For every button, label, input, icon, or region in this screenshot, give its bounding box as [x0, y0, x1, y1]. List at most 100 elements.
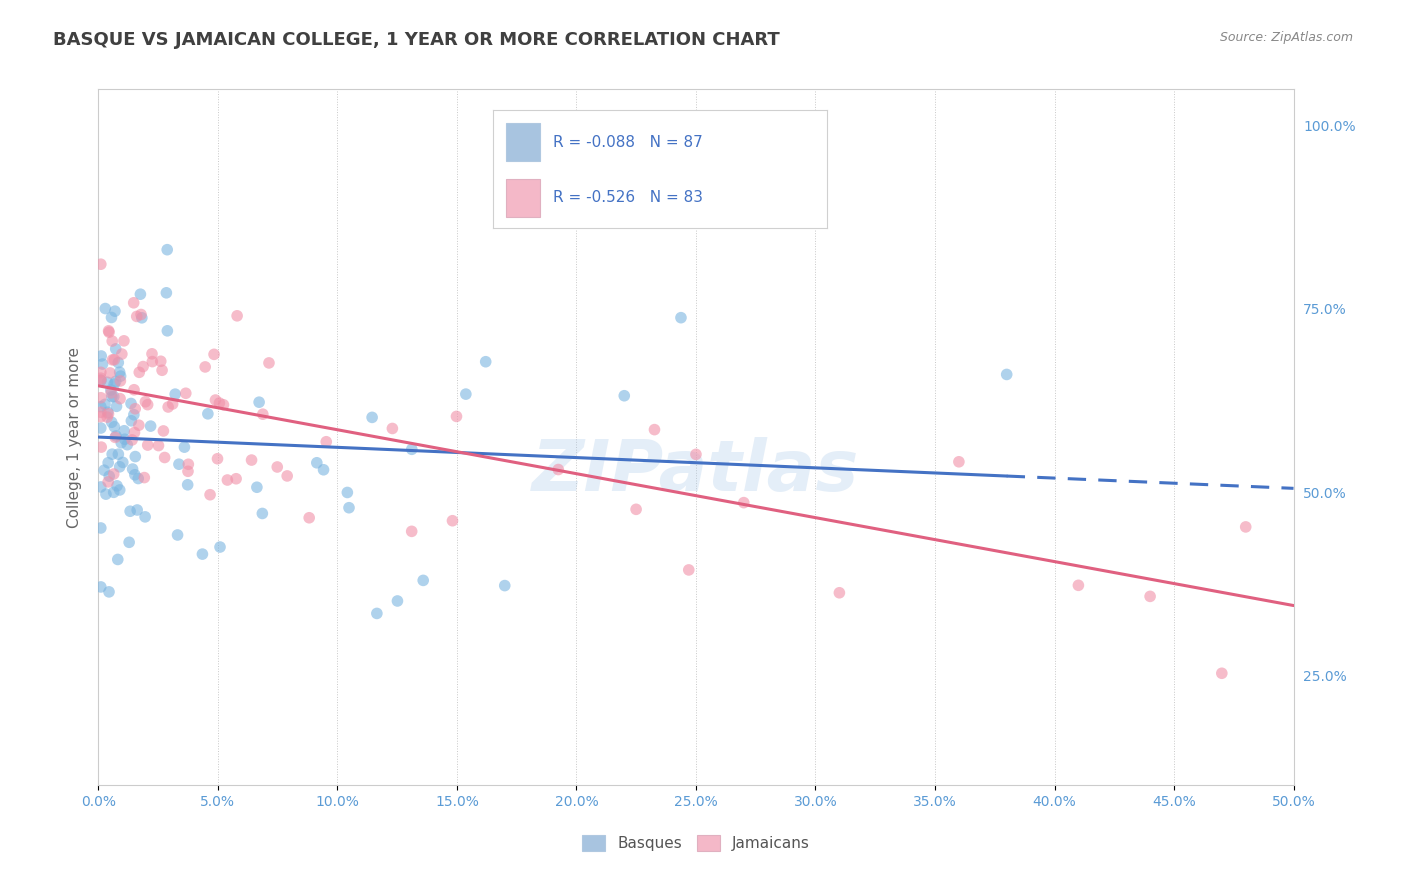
Point	[120, 396, 142, 410]
Point	[104, 430, 127, 444]
Point	[226, 309, 249, 323]
Point	[149, 354, 172, 368]
Point	[120, 414, 142, 428]
Point	[101, 352, 124, 367]
Point	[90, 371, 112, 385]
Point	[124, 450, 146, 464]
Point	[828, 586, 851, 600]
Point	[305, 456, 328, 470]
Point	[207, 451, 229, 466]
Point	[128, 418, 150, 433]
Point	[94, 397, 117, 411]
Point	[125, 310, 148, 324]
Point	[98, 585, 121, 599]
Point	[225, 472, 247, 486]
Point	[90, 365, 112, 379]
Point	[366, 607, 388, 621]
Point	[90, 521, 112, 535]
Point	[105, 479, 128, 493]
Point	[474, 355, 496, 369]
Point	[110, 369, 132, 384]
Point	[98, 325, 121, 339]
Point	[678, 563, 700, 577]
Point	[128, 365, 150, 379]
Point	[93, 463, 115, 477]
Point	[733, 495, 755, 509]
Point	[107, 447, 129, 461]
Point	[441, 514, 464, 528]
Point	[1211, 666, 1233, 681]
Point	[103, 390, 125, 404]
Point	[121, 462, 143, 476]
Point	[176, 477, 198, 491]
Point	[118, 535, 141, 549]
Point	[257, 356, 280, 370]
Point	[120, 504, 142, 518]
Point	[97, 456, 120, 470]
Point	[100, 310, 122, 325]
Point	[252, 507, 274, 521]
Point	[266, 460, 288, 475]
Point	[217, 473, 239, 487]
Point	[111, 347, 134, 361]
Point	[101, 390, 124, 404]
Point	[90, 391, 112, 405]
Point	[90, 480, 112, 494]
Point	[107, 552, 129, 566]
Point	[361, 410, 384, 425]
Point	[167, 457, 190, 471]
Point	[103, 419, 125, 434]
Point	[153, 450, 176, 465]
Point	[112, 334, 135, 348]
Point	[90, 400, 112, 414]
Point	[103, 485, 125, 500]
Point	[547, 462, 569, 476]
Point	[156, 324, 179, 338]
Point	[252, 407, 274, 421]
Point	[454, 387, 477, 401]
Point	[104, 304, 127, 318]
Text: ZIPatlas: ZIPatlas	[533, 437, 859, 507]
Point	[117, 438, 139, 452]
Point	[105, 400, 128, 414]
Point	[134, 509, 156, 524]
Point	[202, 347, 225, 361]
Point	[136, 398, 159, 412]
Point	[401, 442, 423, 457]
Point	[685, 447, 707, 461]
Point	[995, 368, 1018, 382]
Point	[141, 347, 163, 361]
Point	[103, 467, 125, 481]
Point	[141, 354, 163, 368]
Point	[401, 524, 423, 539]
Point	[124, 425, 146, 440]
Point	[97, 324, 120, 338]
Point	[122, 408, 145, 422]
Point	[212, 398, 235, 412]
Point	[412, 574, 434, 588]
Point	[97, 405, 120, 419]
Y-axis label: College, 1 year or more: College, 1 year or more	[66, 347, 82, 527]
Point	[208, 540, 231, 554]
Point	[90, 405, 112, 419]
Point	[94, 301, 117, 316]
Point	[90, 580, 112, 594]
Point	[124, 401, 146, 416]
Point	[148, 439, 170, 453]
Point	[101, 447, 124, 461]
Point	[240, 453, 263, 467]
Point	[100, 415, 122, 429]
Text: Source: ZipAtlas.com: Source: ZipAtlas.com	[1219, 31, 1353, 45]
Point	[298, 510, 321, 524]
Point	[100, 383, 122, 397]
Point	[136, 438, 159, 452]
Point	[90, 374, 112, 388]
Point	[122, 295, 145, 310]
Point	[194, 359, 217, 374]
Point	[103, 377, 125, 392]
Point	[96, 376, 118, 390]
Point	[208, 396, 231, 410]
Point	[122, 383, 145, 397]
Point	[156, 243, 179, 257]
Text: BASQUE VS JAMAICAN COLLEGE, 1 YEAR OR MORE CORRELATION CHART: BASQUE VS JAMAICAN COLLEGE, 1 YEAR OR MO…	[53, 31, 780, 49]
